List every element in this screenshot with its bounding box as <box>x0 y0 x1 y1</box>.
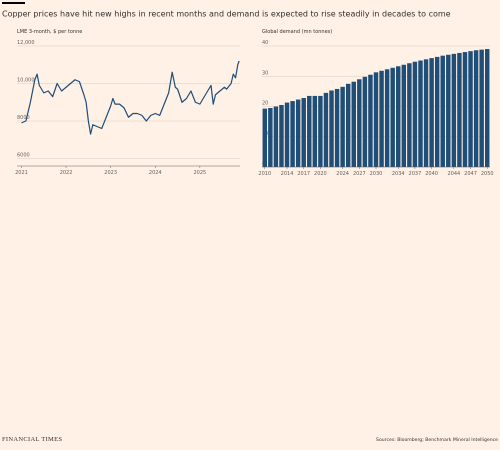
bar <box>446 54 451 167</box>
x-tick-label: 2040 <box>425 171 438 177</box>
y-tick-label: 8000 <box>17 115 30 121</box>
x-tick-label: 2010 <box>258 171 271 177</box>
bar <box>429 58 434 167</box>
source: Sources: Bloomberg; Benchmark Mineral In… <box>376 437 498 443</box>
bar <box>290 101 295 167</box>
x-tick-label: 2024 <box>149 170 162 176</box>
bar <box>307 95 312 167</box>
x-tick-label: 2022 <box>60 170 73 176</box>
bar <box>468 51 473 167</box>
bar <box>484 49 490 167</box>
x-tick-label: 2025 <box>193 170 206 176</box>
y-tick-label: 10,000 <box>17 78 35 84</box>
bar <box>379 70 384 167</box>
bar <box>407 63 412 167</box>
x-tick-label: 2030 <box>370 171 383 177</box>
x-tick-label: 2024 <box>336 171 349 177</box>
y-tick-label: 20 <box>262 101 268 107</box>
bar <box>323 92 329 167</box>
bar <box>295 99 301 167</box>
x-tick-label: 2014 <box>281 171 294 177</box>
bar <box>362 76 368 167</box>
bar <box>301 98 306 167</box>
x-tick-label: 2017 <box>297 171 310 177</box>
y-tick-label: 40 <box>262 40 268 46</box>
x-tick-label: 2020 <box>314 171 327 177</box>
bar <box>434 56 440 167</box>
bar <box>345 83 351 167</box>
bar <box>318 95 323 167</box>
price-line <box>21 60 240 135</box>
title: Copper prices have hit new highs in rece… <box>2 10 451 19</box>
bar <box>473 50 479 167</box>
x-tick-label: 2027 <box>353 171 366 177</box>
y-tick-label: 6000 <box>17 153 30 159</box>
bar <box>401 64 407 167</box>
x-tick-label: 2047 <box>464 171 477 177</box>
bar <box>340 86 345 167</box>
x-tick-label: 2034 <box>392 171 405 177</box>
bar <box>329 90 334 167</box>
bar <box>384 69 390 167</box>
bar <box>462 52 468 167</box>
bar <box>451 53 457 167</box>
bar <box>312 95 318 167</box>
bar <box>457 52 462 167</box>
bar <box>357 79 362 167</box>
bar <box>412 61 418 168</box>
x-tick-label: 2050 <box>481 171 494 177</box>
x-tick-label: 2023 <box>104 170 117 176</box>
bar <box>423 59 429 168</box>
subtitle: Global demand (mn tonnes) <box>262 29 332 35</box>
bar <box>273 106 279 167</box>
bar <box>351 81 356 167</box>
brand: FINANCIAL TIMES <box>2 436 62 443</box>
x-tick-label: 2021 <box>15 170 28 176</box>
header-rule <box>2 2 25 4</box>
bar <box>268 108 273 167</box>
bar <box>284 102 290 167</box>
y-tick-label: 30 <box>262 70 268 76</box>
bar <box>334 88 340 167</box>
bar <box>479 49 484 167</box>
bar <box>440 55 445 167</box>
bar <box>373 72 379 167</box>
x-tick-label: 2037 <box>409 171 422 177</box>
bar <box>390 67 395 167</box>
x-tick-label: 2044 <box>447 171 460 177</box>
bar <box>368 74 373 167</box>
bar <box>396 66 401 167</box>
subtitle: LME 3-month, $ per tonne <box>17 29 82 35</box>
bar <box>279 104 284 167</box>
bar <box>418 60 423 167</box>
y-tick-label: 12,000 <box>17 40 35 46</box>
bar <box>262 108 268 167</box>
